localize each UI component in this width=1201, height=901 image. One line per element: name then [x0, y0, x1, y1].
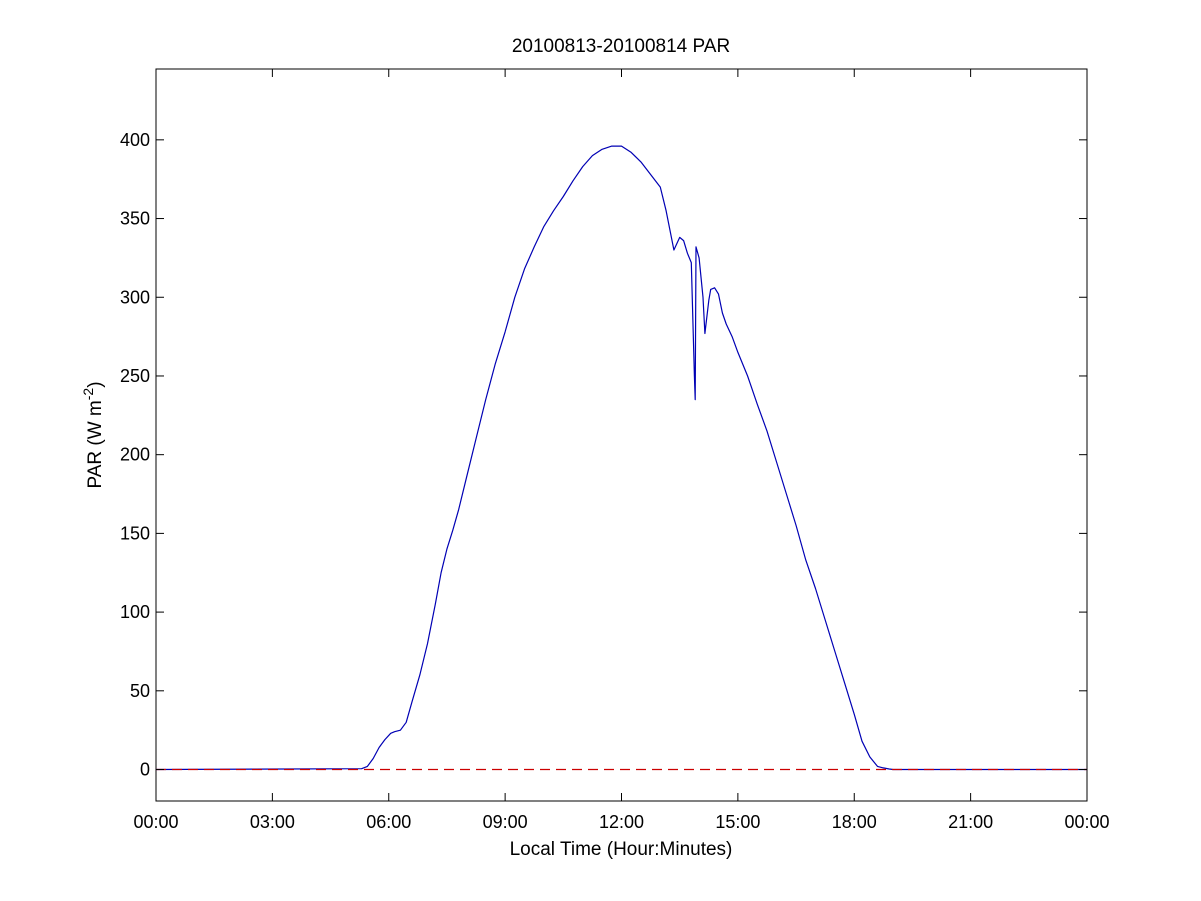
x-tick-label: 09:00 — [483, 812, 528, 832]
chart-title: 20100813-20100814 PAR — [512, 36, 730, 57]
x-tick-label: 00:00 — [133, 812, 178, 832]
y-tick-label: 350 — [120, 209, 150, 229]
y-tick-label: 250 — [120, 366, 150, 386]
x-tick-label: 12:00 — [599, 812, 644, 832]
y-tick-label: 100 — [120, 602, 150, 622]
x-axis-ticks: 00:00 03:00 06:00 09:00 12:00 15:00 18:00 21:00… — [133, 69, 1110, 832]
x-tick-label: 03:00 — [250, 812, 295, 832]
y-tick-label: 400 — [120, 130, 150, 150]
series-layer — [155, 145, 1087, 771]
y-tick-label: 300 — [120, 287, 150, 307]
y-axis-title-base: PAR (W m — [85, 400, 106, 488]
x-tick-label: 15:00 — [715, 812, 760, 832]
y-axis-title: PAR (W m-2) — [80, 381, 106, 488]
x-tick-label: 18:00 — [832, 812, 877, 832]
x-tick-label: 21:00 — [948, 812, 993, 832]
y-axis-title-suffix: ) — [85, 381, 106, 387]
y-tick-label: 200 — [120, 445, 150, 465]
y-axis-ticks: 0 50 100 150 200 250 300 350 400 — [120, 130, 1087, 780]
x-tick-label: 06:00 — [366, 812, 411, 832]
plot-area: 00:00 03:00 06:00 09:00 12:00 15:00 18:00 21:00… — [120, 68, 1110, 832]
y-tick-label: 0 — [140, 760, 150, 780]
plot-frame — [155, 68, 1088, 802]
x-axis-title: Local Time (Hour:Minutes) — [510, 839, 733, 860]
y-axis-title-superscript: -2 — [80, 388, 96, 401]
par-series-line — [155, 145, 1087, 771]
y-tick-label: 150 — [120, 523, 150, 543]
y-tick-label: 50 — [130, 681, 150, 701]
x-tick-label: 00:00 — [1064, 812, 1109, 832]
